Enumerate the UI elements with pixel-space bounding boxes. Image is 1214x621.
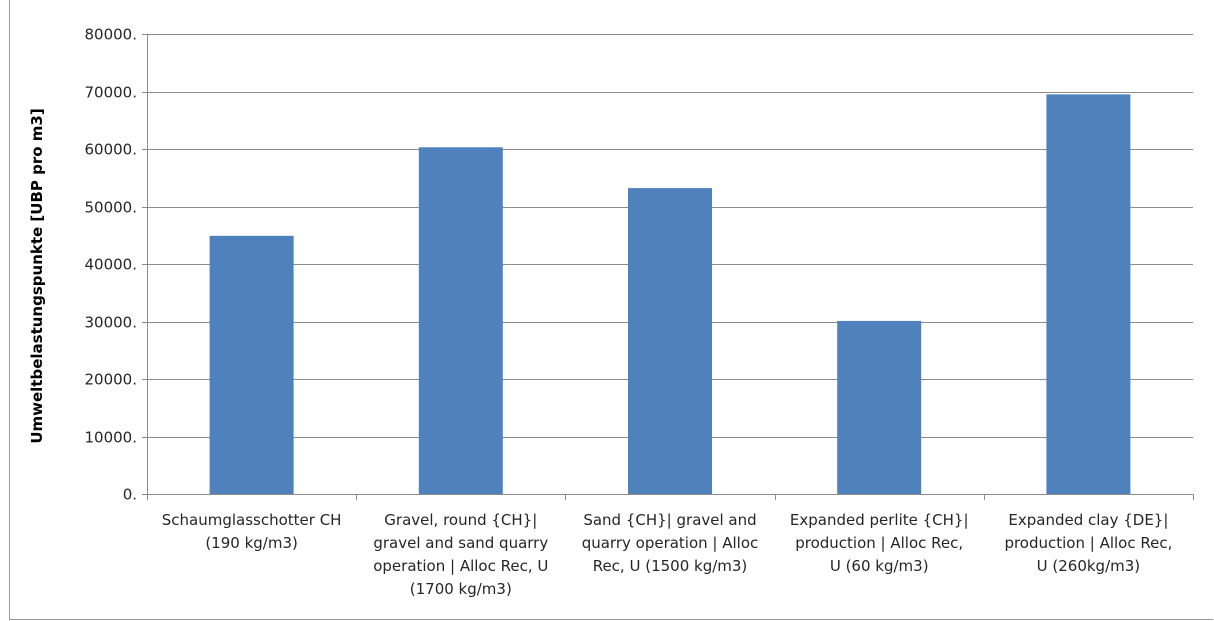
bar bbox=[1046, 94, 1131, 494]
y-tick-label: 50000. bbox=[85, 199, 138, 217]
x-category-label: Expanded perlite {CH}| production | Alloc… bbox=[790, 511, 969, 575]
x-category-label: Sand {CH}| gravel and quarry operation | … bbox=[582, 511, 759, 575]
bar bbox=[418, 147, 503, 494]
x-category-label: Schaumglasschotter CH (190 kg/m3) bbox=[162, 511, 342, 552]
y-tick-label: 0. bbox=[123, 486, 137, 504]
y-tick-label: 40000. bbox=[85, 256, 138, 274]
bar bbox=[837, 320, 922, 494]
axes bbox=[147, 34, 1194, 500]
y-tick-label: 10000. bbox=[85, 429, 138, 447]
y-tick-label: 20000. bbox=[85, 371, 138, 389]
x-category-label: Expanded clay {DE}| production | Alloc Re… bbox=[1004, 511, 1172, 575]
x-category-label: Gravel, round {CH}| gravel and sand quarr… bbox=[373, 511, 548, 598]
bars bbox=[209, 94, 1131, 494]
bar bbox=[209, 235, 294, 494]
y-tick-label: 70000. bbox=[85, 84, 138, 102]
bar bbox=[628, 188, 712, 494]
y-tick-labels: 0. 10000. 20000. 30000. 40000. 50000. 60000. 70… bbox=[85, 26, 138, 504]
y-tick-label: 30000. bbox=[85, 314, 138, 332]
x-category-labels: Schaumglasschotter CH (190 kg/m3) Gravel, … bbox=[162, 511, 1173, 598]
chart-frame bbox=[9, 0, 1213, 620]
y-tick-label: 80000. bbox=[85, 26, 138, 44]
y-axis-label: Umweltbelastungspunkte [UBP pro m3] bbox=[28, 108, 46, 443]
y-tick-label: 60000. bbox=[85, 141, 138, 159]
